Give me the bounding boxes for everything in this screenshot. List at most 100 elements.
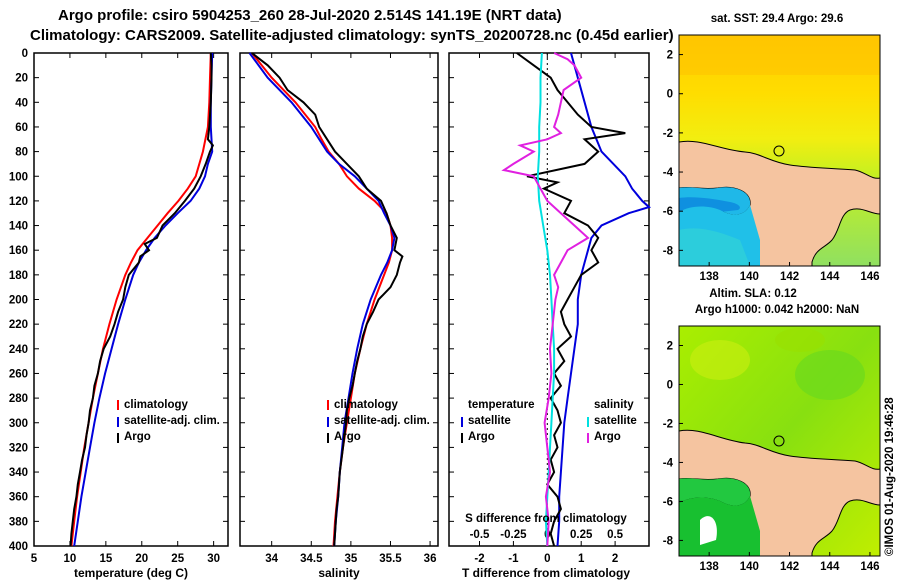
map-y-tick-label: -6 [663, 496, 673, 508]
series-line-s-argo [501, 52, 590, 547]
sla-map-title-1: Altim. SLA: 0.12 [709, 288, 797, 300]
sla-argo-position [773, 435, 785, 447]
series-line-t-satellite [556, 52, 651, 547]
x-tick-label: 1 [578, 553, 585, 565]
x-tick-label: 35 [344, 553, 357, 565]
series-line-climatology [70, 52, 212, 547]
x-tick-label: 15 [99, 553, 112, 565]
temperature-plot: 5 10 15 20 25 30 [31, 52, 220, 565]
difference-xlabel: T difference from climatology [462, 566, 630, 580]
x-tick-label: 5 [31, 553, 38, 565]
map-y-tick-label: -8 [663, 245, 674, 257]
map-y-tick-label: -4 [663, 457, 674, 469]
depth-tick-label: 120 [9, 196, 28, 208]
map-x-tick-label: 140 [740, 561, 759, 573]
map-y-tick-label: -4 [663, 167, 674, 179]
depth-tick-label: 220 [9, 319, 28, 331]
legend-argo: Argo [334, 431, 361, 443]
map-x-tick-label: 144 [820, 271, 840, 283]
depth-tick-label: 280 [9, 393, 28, 405]
series-line-argo [69, 52, 215, 547]
map-y-tick-label: 2 [667, 50, 673, 62]
map-y-tick-label: 2 [667, 340, 673, 352]
x-tick-label: 2 [612, 553, 618, 565]
depth-tick-label: 60 [15, 122, 28, 134]
series-line-satellite-adj-clim- [73, 52, 214, 547]
map-y-tick-label: -2 [663, 128, 673, 140]
map-x-tick-label: 142 [780, 271, 799, 283]
depth-tick-label: 160 [9, 245, 28, 257]
s-tick-label: -0.5 [470, 529, 490, 541]
map-y-tick-label: 0 [667, 379, 673, 391]
difference-plot: -2 -1 0 1 2-0.5 -0.25 0 0.25 0.5 [470, 52, 651, 565]
x-tick-label: 30 [207, 553, 220, 565]
s-tick-label: -0.25 [500, 529, 527, 541]
depth-tick-label: 0 [22, 48, 28, 60]
map-y-tick-label: 0 [667, 89, 673, 101]
depth-tick-label: 380 [9, 516, 28, 528]
legend-s-argo: Argo [594, 431, 621, 443]
x-tick-label: 0 [544, 553, 550, 565]
title-line-2: Climatology: CARS2009. Satellite-adjuste… [30, 27, 674, 44]
s-tick-label: 0.25 [570, 529, 593, 541]
x-tick-label: 36 [424, 553, 437, 565]
map-y-tick-label: -2 [663, 418, 673, 430]
x-tick-label: 25 [171, 553, 184, 565]
legend-satellite-adj: satellite-adj. clim. [124, 415, 220, 427]
series-line-argo [251, 52, 404, 547]
sla-map-title-2: Argo h1000: 0.042 h2000: NaN [695, 304, 859, 316]
map-x-tick-label: 146 [860, 271, 879, 283]
legend-climatology: climatology [124, 399, 189, 411]
map-y-tick-label: -6 [663, 206, 673, 218]
legend-argo: Argo [124, 431, 151, 443]
depth-tick-label: 200 [9, 295, 28, 307]
temperature-xlabel: temperature (deg C) [74, 566, 188, 580]
title-line-1: Argo profile: csiro 5904253_260 28-Jul-2… [58, 7, 562, 24]
difference-legend: temperature satellite Argo salinity sate… [461, 399, 637, 443]
map-x-tick-label: 146 [860, 561, 879, 573]
x-tick-label: -2 [474, 553, 484, 565]
depth-tick-label: 20 [15, 73, 28, 85]
x-tick-label: 35.5 [379, 553, 402, 565]
map-y-tick-label: -8 [663, 535, 674, 547]
series-line-s-satellite [536, 52, 556, 547]
legend-temperature-title: temperature [468, 399, 534, 411]
legend-s-satellite: satellite [594, 415, 637, 427]
legend-t-argo: Argo [468, 431, 495, 443]
sla-map: Altim. SLA: 0.12 Argo h1000: 0.042 h2000… [663, 288, 881, 573]
legend-t-satellite: satellite [468, 415, 511, 427]
x-tick-label: -1 [508, 553, 519, 565]
depth-tick-label: 260 [9, 368, 28, 380]
s-difference-label: S difference from climatology [465, 513, 627, 525]
depth-tick-label: 80 [15, 147, 28, 159]
depth-tick-label: 400 [9, 541, 28, 553]
map-x-tick-label: 144 [820, 561, 840, 573]
depth-tick-label: 140 [9, 221, 28, 233]
legend-salinity-title: salinity [594, 399, 634, 411]
depth-tick-label: 180 [9, 270, 28, 282]
x-tick-label: 34.5 [300, 553, 323, 565]
salinity-xlabel: salinity [318, 566, 360, 580]
x-tick-label: 10 [64, 553, 77, 565]
map-x-tick-label: 138 [700, 561, 720, 573]
sst-map-title: sat. SST: 29.4 Argo: 29.6 [711, 13, 844, 25]
depth-tick-label: 100 [9, 171, 28, 183]
sst-map: sat. SST: 29.4 Argo: 29.6 138 140 142 144 14… [663, 13, 881, 283]
salinity-legend: climatology satellite-adj. clim. Argo [327, 399, 430, 443]
depth-tick-label: 340 [9, 467, 28, 479]
temperature-legend: climatology satellite-adj. clim. Argo [117, 399, 220, 443]
series-line-satellite-adj-clim- [248, 52, 396, 547]
x-tick-label: 20 [135, 553, 148, 565]
depth-tick-label: 360 [9, 492, 28, 504]
depth-tick-label: 300 [9, 418, 28, 430]
x-tick-label: 34 [265, 553, 278, 565]
depth-tick-label: 320 [9, 442, 28, 454]
salinity-plot: 34 34.5 35 35.5 36 [248, 52, 437, 565]
depth-tick-label: 240 [9, 344, 28, 356]
map-x-tick-label: 142 [780, 561, 799, 573]
map-x-tick-label: 140 [740, 271, 759, 283]
map-x-tick-label: 138 [700, 271, 720, 283]
depth-axis: 0 20 40 60 80 100 120 140 160 180 200 220 240 260 280 3… [9, 48, 649, 553]
series-line-t-argo [516, 52, 626, 547]
